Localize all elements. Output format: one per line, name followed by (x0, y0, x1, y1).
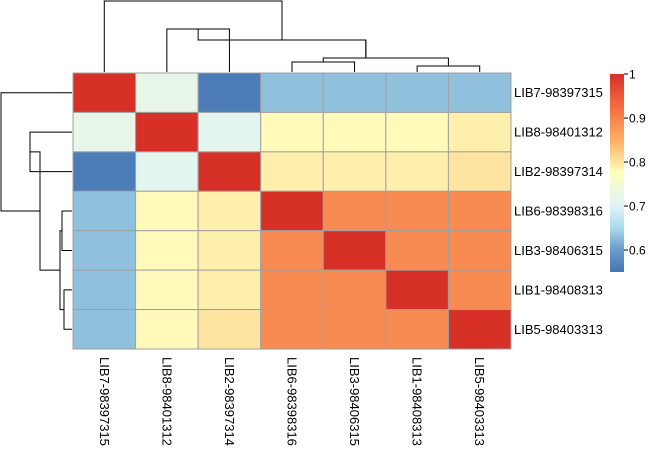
row-label: LIB5-98403313 (514, 322, 603, 337)
heatmap-cell (385, 151, 449, 192)
heatmap-cell (260, 111, 324, 153)
heatmap-cell (385, 190, 449, 232)
row-labels: LIB7-98397315 LIB8-98401312 LIB2-98397314 L… (514, 85, 603, 337)
column-label: LIB2-98397314 (222, 357, 237, 446)
heatmap-cell (385, 72, 449, 113)
heatmap-cell (197, 151, 262, 192)
heatmap-cell (72, 111, 137, 153)
row-dendrogram-branch (63, 289, 72, 330)
heatmap-cell (447, 230, 512, 271)
heatmap-cell (135, 190, 199, 232)
heatmap-cell (197, 111, 262, 153)
row-label: LIB1-98408313 (514, 282, 603, 297)
legend-tick-label: 0.9 (629, 112, 646, 126)
heatmap-cells (72, 72, 512, 350)
heatmap-cell (260, 72, 324, 113)
legend-color-bar (610, 74, 624, 272)
heatmap-cell (135, 151, 199, 192)
heatmap-cell (72, 72, 137, 113)
heatmap-cell (72, 230, 137, 271)
heatmap-cell (322, 309, 387, 350)
row-dendrogram (0, 92, 72, 330)
row-label: LIB6-98398316 (514, 204, 603, 219)
heatmap-cell (72, 269, 137, 311)
heatmap-cell (72, 151, 137, 192)
column-label: LIB6-98398316 (285, 357, 300, 446)
legend-tick-label: 0.6 (629, 244, 646, 258)
heatmap-cell (260, 190, 324, 232)
column-labels: LIB7-98397315 LIB8-98401312 LIB2-98397314 L… (97, 357, 487, 446)
heatmap-cell (385, 111, 449, 153)
heatmap-cell (447, 309, 512, 350)
column-label: LIB3-98406315 (347, 357, 362, 446)
heatmap-cell (197, 190, 262, 232)
heatmap-cell (385, 309, 449, 350)
heatmap-cell (385, 230, 449, 271)
heatmap-cell (197, 72, 262, 113)
heatmap-cell (447, 111, 512, 153)
column-label: LIB1-98408313 (410, 357, 425, 446)
heatmap-cell (260, 230, 324, 271)
legend-tick-label: 0.8 (629, 156, 646, 170)
column-label: LIB7-98397315 (97, 357, 112, 446)
heatmap-cell (197, 230, 262, 271)
heatmap-cell (197, 309, 262, 350)
column-dendrogram-branch (322, 57, 449, 66)
legend-ticks: 0.6 0.7 0.8 0.9 1 (624, 68, 646, 258)
heatmap-cell (322, 72, 387, 113)
heatmap-cell (322, 151, 387, 192)
row-dendrogram-branch (0, 92, 72, 212)
row-label: LIB7-98397315 (514, 85, 603, 100)
heatmap-cell (135, 230, 199, 271)
heatmap-cell (322, 111, 387, 153)
heatmap-cell (135, 269, 199, 311)
heatmap-cell (385, 269, 449, 311)
heatmap-cell (135, 111, 199, 153)
heatmap-cell (447, 72, 512, 113)
heatmap-cell (197, 269, 262, 311)
row-label: LIB8-98401312 (514, 125, 603, 140)
column-dendrogram-branch (291, 61, 356, 72)
column-dendrogram-branch (103, 0, 283, 72)
heatmap-cell (260, 309, 324, 350)
column-dendrogram (103, 0, 481, 72)
row-label: LIB2-98397314 (514, 164, 603, 179)
heatmap-cell (447, 151, 512, 192)
heatmap-cell (322, 190, 387, 232)
column-dendrogram-branch (416, 65, 481, 72)
heatmap-cell (322, 230, 387, 271)
column-label: LIB8-98401312 (159, 357, 174, 446)
row-dendrogram-branch (61, 210, 72, 251)
heatmap-cell (322, 269, 387, 311)
heatmap-cell (260, 151, 324, 192)
heatmap-cell (447, 269, 512, 311)
heatmap-cell (135, 309, 199, 350)
heatmap-cell (72, 190, 137, 232)
heatmap-cell (72, 309, 137, 350)
legend-tick-label: 1 (629, 68, 636, 82)
legend-tick-label: 0.7 (629, 200, 646, 214)
heatmap-cell (447, 190, 512, 232)
color-legend: 0.6 0.7 0.8 0.9 1 (610, 68, 646, 272)
heatmap-cell (260, 269, 324, 311)
row-label: LIB3-98406315 (514, 243, 603, 258)
column-label: LIB5-98403313 (472, 357, 487, 446)
heatmap-cell (135, 72, 199, 113)
